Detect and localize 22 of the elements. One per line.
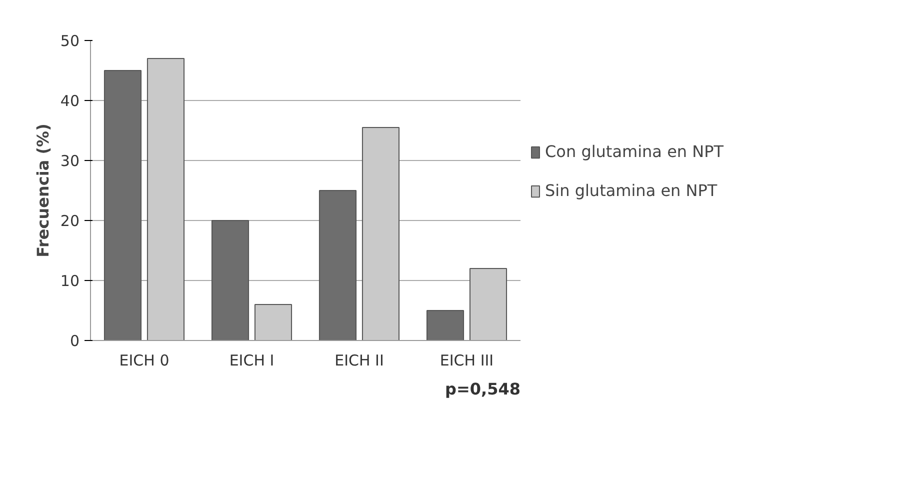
y-tick-label: 20 (60, 212, 80, 230)
x-tick-label: EICH II (334, 352, 384, 370)
bar (426, 310, 464, 340)
y-tick-label: 0 (70, 332, 80, 350)
y-axis-title: Frecuencia (%) (33, 124, 52, 258)
bar (211, 220, 250, 340)
bar (469, 268, 508, 340)
bar (254, 304, 292, 340)
y-tick-label: 10 (60, 272, 80, 290)
bar (362, 127, 400, 340)
legend-label: Con glutamina en NPT (545, 142, 724, 161)
y-tick-label: 30 (60, 152, 80, 170)
legend-label: Sin glutamina en NPT (545, 181, 718, 200)
y-tick-label: 40 (60, 92, 80, 110)
text: p=0,548 (445, 380, 520, 398)
bar (318, 190, 357, 340)
bar (104, 70, 142, 340)
y-tick-label: 50 (60, 32, 80, 50)
x-tick-label: EICH III (440, 352, 494, 370)
x-tick-label: EICH 0 (119, 352, 170, 370)
bar (146, 58, 185, 340)
x-tick-label: EICH I (229, 352, 274, 370)
